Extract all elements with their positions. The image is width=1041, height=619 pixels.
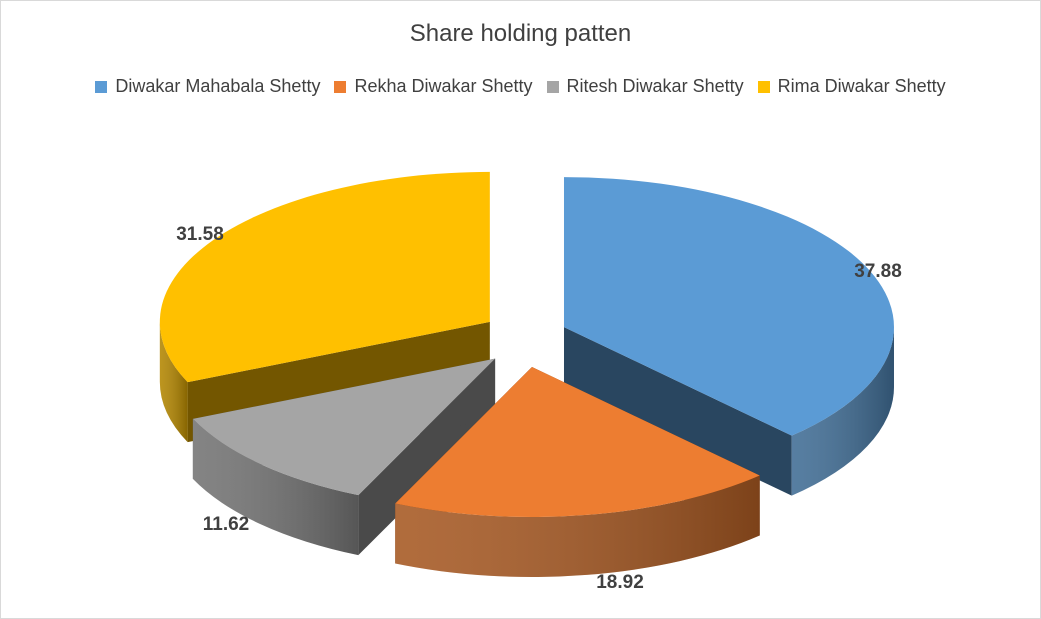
legend-swatch-diwakar	[95, 80, 108, 93]
legend-item-ritesh: Ritesh Diwakar Shetty	[546, 76, 744, 97]
chart-title: Share holding patten	[409, 20, 632, 47]
legend-item-rima: Rima Diwakar Shetty	[757, 76, 946, 97]
data-label-rima: 31.58	[176, 224, 224, 245]
slice-top-rima	[159, 171, 490, 383]
pie-slice-rekha	[395, 366, 760, 577]
legend-label-ritesh: Ritesh Diwakar Shetty	[566, 76, 744, 96]
legend-label-rekha: Rekha Diwakar Shetty	[354, 76, 533, 96]
data-label-rekha: 18.92	[596, 572, 644, 593]
slice-top-rekha	[395, 366, 760, 517]
slice-side-shade-rima	[159, 321, 188, 443]
slice-side-shade-rekha	[395, 475, 760, 577]
slice-side-shade-diwakar	[791, 327, 894, 496]
pie-slice-ritesh	[192, 358, 496, 556]
legend-label-rima: Rima Diwakar Shetty	[777, 76, 946, 96]
pie-slice-diwakar	[563, 177, 894, 496]
data-label-diwakar: 37.88	[854, 261, 902, 282]
slice-top-diwakar	[563, 177, 894, 436]
legend-swatch-ritesh	[546, 80, 559, 93]
legend-item-rekha: Rekha Diwakar Shetty	[334, 76, 533, 97]
legend-swatch-rima	[757, 80, 770, 93]
chart-legend: Diwakar Mahabala Shetty Rekha Diwakar Sh…	[0, 76, 1041, 97]
legend-label-diwakar: Diwakar Mahabala Shetty	[115, 76, 321, 96]
slice-side-shade-ritesh	[192, 418, 359, 556]
slice-wall-diwakar-1	[563, 327, 792, 496]
slice-top-ritesh	[192, 358, 496, 496]
legend-swatch-rekha	[334, 80, 347, 93]
data-label-ritesh: 11.62	[203, 514, 250, 535]
legend-item-diwakar: Diwakar Mahabala Shetty	[95, 76, 320, 97]
